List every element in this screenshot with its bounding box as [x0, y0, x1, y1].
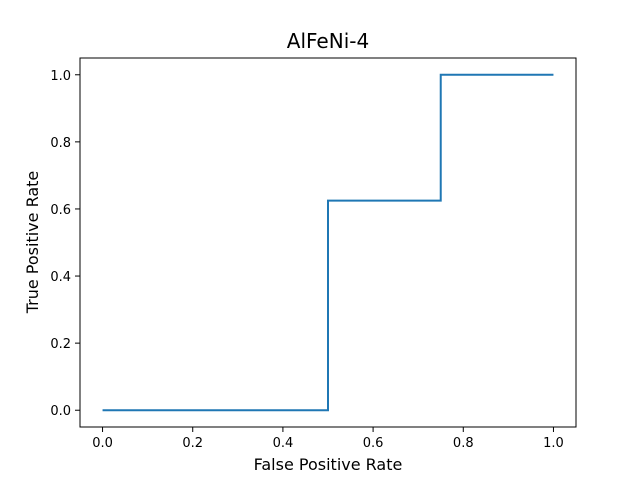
- y-tick-label: 0.0: [50, 404, 71, 419]
- y-axis-label: True Positive Rate: [23, 171, 42, 315]
- y-tick-label: 0.6: [50, 203, 71, 218]
- x-tick-label: 0.2: [182, 436, 203, 451]
- chart-title: AlFeNi-4: [287, 29, 369, 53]
- y-tick-label: 1.0: [50, 69, 71, 84]
- roc-curve-line: [102, 73, 554, 412]
- x-tick-label: 1.0: [543, 436, 564, 451]
- y-tick-label: 0.8: [50, 136, 71, 151]
- y-tick-label: 0.4: [50, 270, 71, 285]
- x-tick-label: 0.8: [453, 436, 474, 451]
- y-axis: 0.0 0.2 0.4 0.6 0.8 1.0: [50, 69, 80, 419]
- y-tick-label: 0.2: [50, 337, 71, 352]
- x-tick-label: 0.4: [273, 436, 294, 451]
- x-tick-label: 0.0: [92, 436, 113, 451]
- x-axis: 0.0 0.2 0.4 0.6 0.8 1.0: [92, 427, 564, 451]
- x-tick-label: 0.6: [363, 436, 384, 451]
- x-axis-label: False Positive Rate: [254, 455, 403, 474]
- plot-frame: [79, 57, 577, 428]
